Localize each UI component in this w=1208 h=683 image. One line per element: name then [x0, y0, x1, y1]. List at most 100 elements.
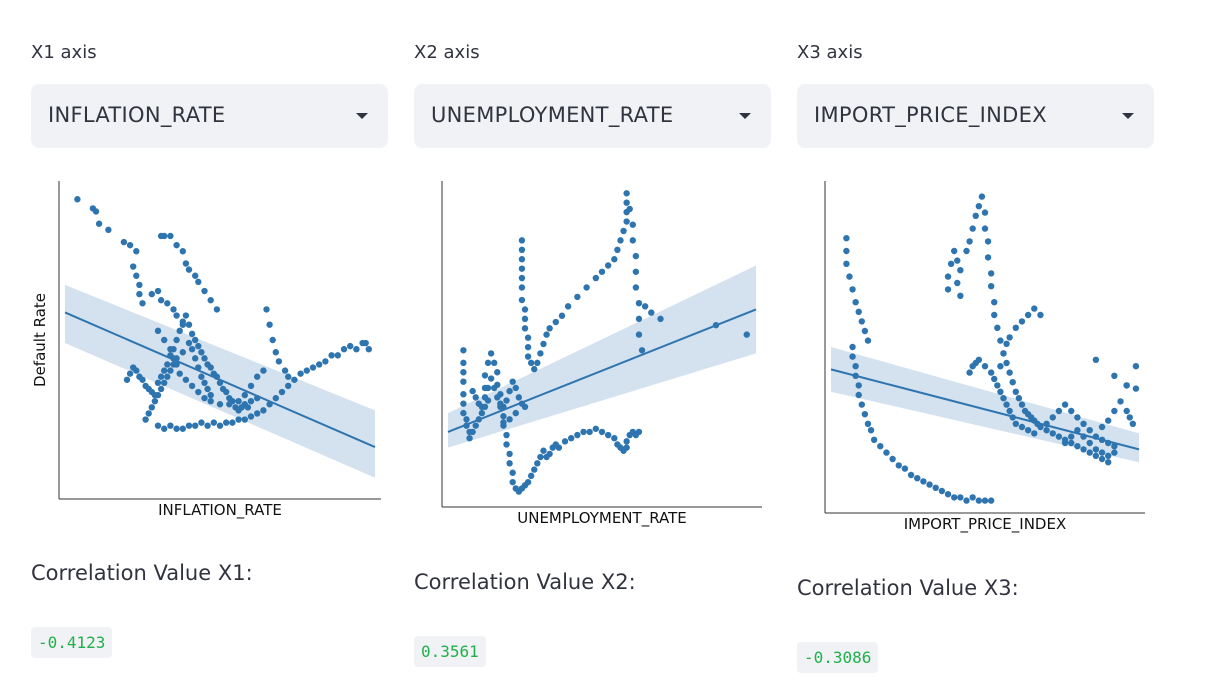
- data-point: [164, 300, 171, 307]
- data-point: [521, 315, 529, 323]
- data-point: [1012, 324, 1019, 331]
- data-point: [852, 363, 859, 370]
- data-point: [531, 365, 538, 373]
- data-point: [157, 373, 165, 380]
- x1-select[interactable]: INFLATION_RATE: [31, 84, 388, 148]
- data-point: [241, 416, 248, 423]
- data-point: [229, 398, 236, 405]
- data-point: [216, 422, 224, 429]
- data-point: [1080, 420, 1087, 427]
- data-point: [142, 416, 149, 423]
- data-point: [1012, 388, 1019, 395]
- x-axis-title: INFLATION_RATE: [158, 501, 282, 520]
- data-point: [1015, 395, 1023, 402]
- data-point: [987, 369, 995, 376]
- data-point: [469, 387, 476, 395]
- data-point: [623, 438, 630, 445]
- regression-line: [447, 308, 757, 433]
- data-point: [632, 284, 640, 291]
- data-point: [247, 382, 255, 390]
- data-point: [179, 349, 186, 356]
- data-point: [469, 428, 476, 436]
- data-point: [843, 235, 850, 242]
- data-point: [944, 273, 952, 280]
- data-point: [316, 361, 323, 368]
- data-point: [564, 303, 572, 310]
- data-point: [151, 398, 159, 405]
- x3-select[interactable]: IMPORT_PRICE_INDEX: [797, 84, 1154, 148]
- data-point: [136, 281, 143, 289]
- data-point: [963, 247, 970, 255]
- data-point: [179, 425, 186, 432]
- data-point: [167, 232, 174, 240]
- data-point: [546, 450, 553, 458]
- data-point: [623, 218, 630, 225]
- data-point: [154, 287, 162, 295]
- data-point: [1098, 423, 1106, 431]
- data-point: [182, 376, 190, 383]
- data-point: [981, 363, 989, 370]
- data-point: [185, 266, 193, 273]
- data-point: [161, 367, 168, 374]
- data-point: [241, 391, 248, 399]
- plot-area: [441, 181, 762, 508]
- data-point: [1111, 443, 1118, 450]
- data-point: [334, 352, 341, 359]
- data-point: [635, 428, 643, 436]
- data-point: [1092, 452, 1100, 459]
- data-point: [161, 425, 168, 432]
- data-point: [957, 292, 964, 299]
- data-point: [157, 385, 165, 393]
- data-point: [951, 494, 958, 501]
- data-point: [188, 330, 196, 338]
- data-point: [167, 422, 174, 429]
- data-point: [130, 263, 137, 270]
- data-point: [623, 190, 630, 197]
- data-point: [207, 364, 214, 371]
- data-point: [503, 397, 510, 404]
- data-point: [1061, 401, 1069, 408]
- data-point: [154, 327, 162, 335]
- data-point: [266, 321, 273, 328]
- data-point: [500, 413, 507, 420]
- data-point: [484, 359, 492, 367]
- data-point: [638, 347, 646, 354]
- x3-select-value: IMPORT_PRICE_INDEX: [814, 103, 1047, 127]
- data-point: [984, 238, 992, 245]
- data-point: [527, 472, 535, 480]
- data-point: [1080, 446, 1087, 453]
- data-point: [244, 404, 252, 411]
- data-point: [478, 409, 486, 417]
- regression-line: [830, 368, 1140, 451]
- data-point: [531, 466, 538, 473]
- data-point: [472, 422, 479, 429]
- data-point: [260, 367, 267, 374]
- data-point: [272, 394, 279, 402]
- data-point: [518, 256, 526, 263]
- data-point: [546, 325, 553, 332]
- x2-select[interactable]: UNEMPLOYMENT_RATE: [414, 84, 771, 148]
- data-point: [580, 428, 587, 436]
- data-point: [543, 331, 550, 338]
- data-point: [623, 444, 630, 451]
- data-point: [1018, 318, 1026, 325]
- data-point: [170, 361, 177, 368]
- data-point: [291, 376, 298, 383]
- x2-select-value: UNEMPLOYMENT_RATE: [431, 103, 674, 127]
- data-point: [518, 284, 526, 291]
- data-point: [254, 410, 261, 417]
- confidence-band: [448, 265, 756, 448]
- data-point: [179, 318, 186, 325]
- data-point: [889, 455, 896, 463]
- data-point: [534, 460, 541, 467]
- data-point: [895, 462, 902, 469]
- data-point: [568, 435, 575, 442]
- data-point: [176, 370, 183, 377]
- data-point: [491, 384, 498, 392]
- data-point: [207, 297, 214, 304]
- x2-axis-label: X2 axis: [414, 42, 480, 63]
- data-point: [185, 339, 193, 347]
- data-point: [173, 312, 180, 319]
- data-point: [509, 478, 516, 486]
- data-point: [1049, 430, 1056, 437]
